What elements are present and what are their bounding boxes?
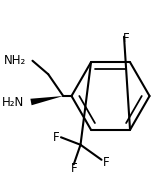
Text: F: F [53,131,60,144]
Text: F: F [103,156,109,169]
Text: F: F [70,161,77,175]
Text: NH₂: NH₂ [4,54,27,67]
Polygon shape [30,96,63,105]
Text: F: F [123,32,130,46]
Text: H₂N: H₂N [2,95,24,108]
